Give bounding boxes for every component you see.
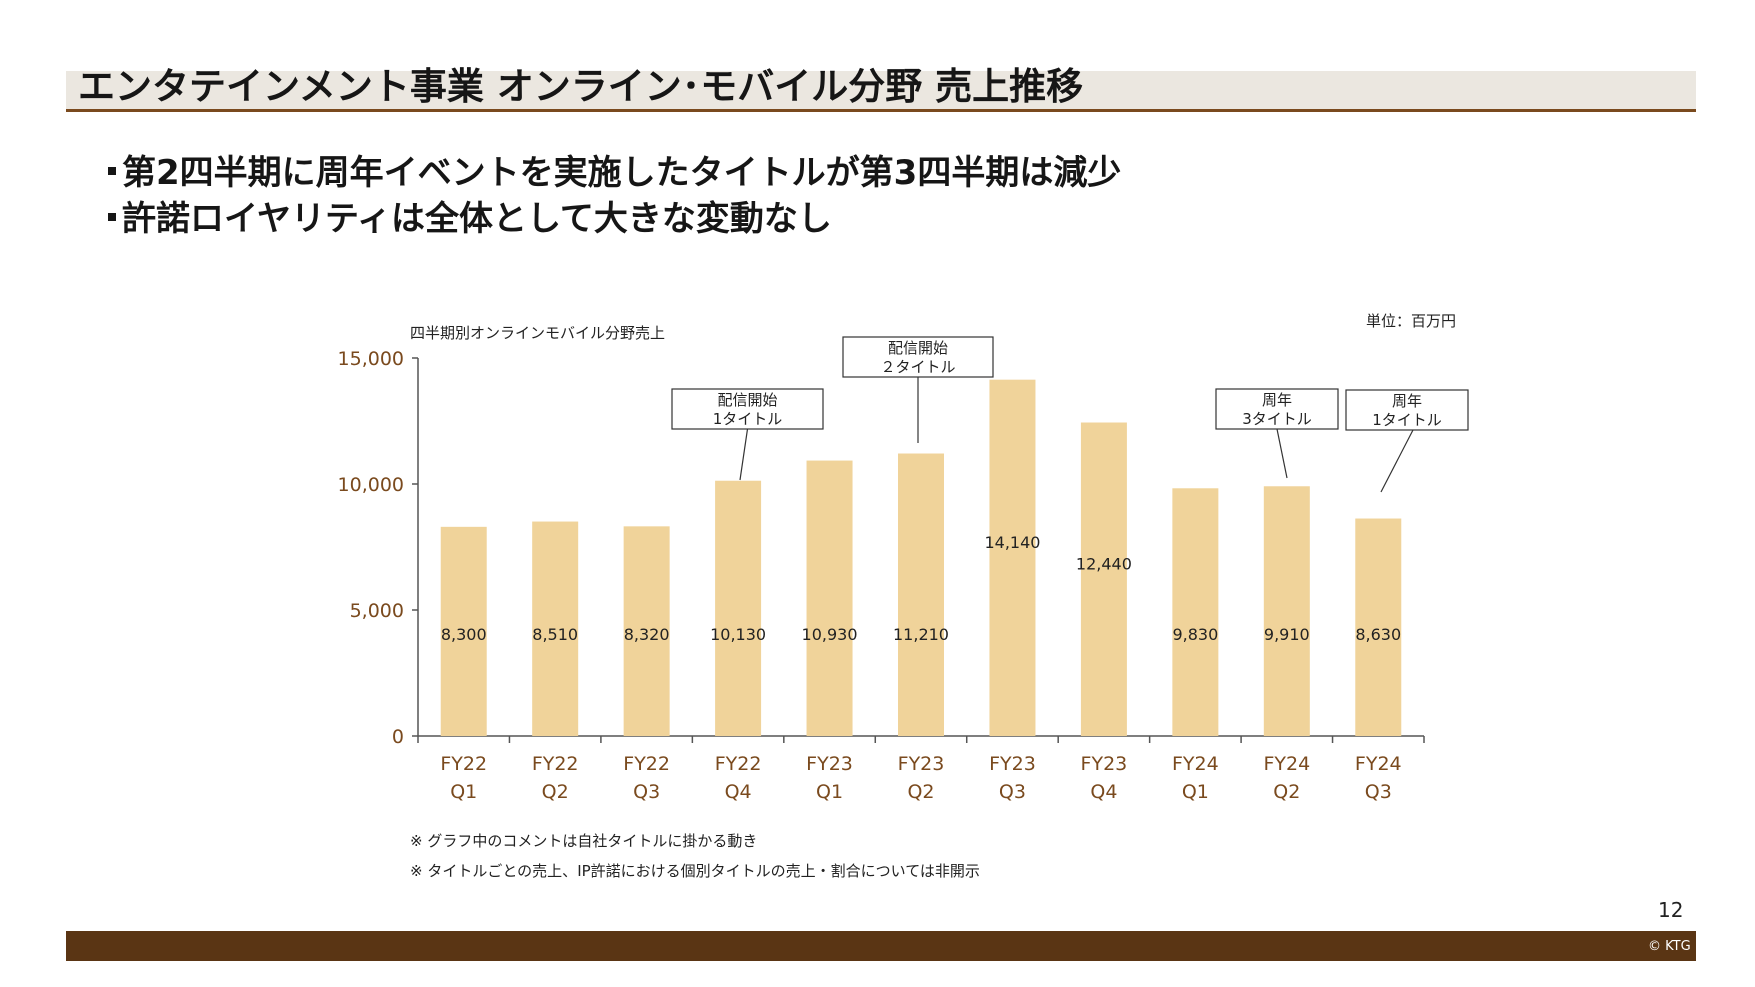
x-tick-label: Q2 [1273, 781, 1300, 803]
x-tick-label: FY23 [1081, 753, 1128, 775]
data-label: 10,130 [710, 625, 766, 644]
data-label: 8,510 [532, 625, 578, 644]
x-tick-label: FY22 [440, 753, 487, 775]
x-tick-label: Q1 [450, 781, 477, 803]
bar [1172, 488, 1219, 736]
page-title: エンタテインメント事業 オンライン･モバイル分野 売上推移 [78, 65, 1084, 108]
data-label: 12,440 [1076, 554, 1132, 573]
bullet-text: 第2四半期に周年イベントを実施したタイトルが第3四半期は減少 [122, 153, 1122, 193]
x-tick-label: FY23 [806, 753, 853, 775]
data-label: 8,630 [1355, 625, 1401, 644]
annotation-text: 配信開始 [888, 339, 948, 357]
x-tick-label: Q2 [907, 781, 934, 803]
x-tick-label: Q4 [1090, 781, 1117, 803]
x-tick-label: Q3 [633, 781, 660, 803]
annotation-text: 1タイトル [713, 410, 783, 428]
bar [715, 480, 762, 736]
bar [989, 379, 1036, 736]
footnote: ※ グラフ中のコメントは自社タイトルに掛かる動き [410, 832, 758, 850]
x-tick-label: FY22 [623, 753, 670, 775]
x-tick-label: Q1 [816, 781, 843, 803]
unit-label: 単位：百万円 [1366, 312, 1456, 330]
y-tick-label: 5,000 [350, 600, 404, 622]
bar [806, 460, 853, 736]
bar [1263, 486, 1310, 736]
x-tick-label: FY24 [1172, 753, 1219, 775]
copyright: © KTG [1648, 939, 1691, 954]
y-tick-label: 15,000 [338, 348, 404, 370]
bullet-text: 許諾ロイヤリティは全体として大きな変動なし [122, 199, 832, 239]
annotation-leader-line [1276, 428, 1288, 479]
chart-title: 四半期別オンラインモバイル分野売上 [410, 324, 665, 342]
bullet-square-icon [108, 212, 116, 221]
annotation-box [671, 388, 824, 430]
data-label: 11,210 [893, 625, 949, 644]
annotation-leader-line [739, 428, 749, 481]
title-band [66, 71, 1696, 109]
x-tick-label: FY24 [1355, 753, 1402, 775]
footer-bar [66, 931, 1696, 961]
bar [623, 526, 670, 736]
data-label: 14,140 [984, 533, 1040, 552]
x-tick-label: Q2 [542, 781, 569, 803]
x-tick-label: FY22 [715, 753, 762, 775]
page-number: 12 [1658, 898, 1684, 922]
annotation-box [1215, 388, 1339, 430]
annotation-text: 1タイトル [1372, 411, 1442, 429]
annotation-box [1345, 389, 1469, 431]
bar [440, 526, 487, 736]
bar [1080, 422, 1127, 736]
x-tick-label: Q4 [725, 781, 752, 803]
bullet-list: 第2四半期に周年イベントを実施したタイトルが第3四半期は減少 許諾ロイヤリティは… [108, 150, 1121, 242]
bar [1355, 518, 1402, 736]
x-tick-label: Q3 [999, 781, 1026, 803]
y-tick-label: 10,000 [338, 474, 404, 496]
bullet-square-icon [108, 166, 116, 175]
bar [898, 453, 944, 736]
annotation-text: 周年 [1262, 391, 1292, 409]
x-tick-label: FY23 [898, 753, 945, 775]
x-tick-label: Q1 [1182, 781, 1209, 803]
footnotes: ※ グラフ中のコメントは自社タイトルに掛かる動き ※ タイトルごとの売上、IP許… [410, 826, 980, 886]
x-tick-label: FY23 [989, 753, 1036, 775]
bullet-item: 第2四半期に周年イベントを実施したタイトルが第3四半期は減少 [108, 150, 1121, 196]
annotation-text: 周年 [1392, 392, 1422, 410]
annotation-text: 3タイトル [1242, 410, 1312, 428]
bullet-item: 許諾ロイヤリティは全体として大きな変動なし [108, 196, 1121, 242]
data-label: 10,930 [802, 625, 858, 644]
bar [532, 521, 579, 736]
data-label: 9,910 [1264, 625, 1310, 644]
data-label: 8,300 [441, 625, 487, 644]
y-tick-label: 0 [392, 726, 404, 748]
x-tick-label: Q3 [1365, 781, 1392, 803]
data-label: 9,830 [1172, 625, 1218, 644]
x-tick-label: FY22 [532, 753, 579, 775]
annotation-leader-line [1380, 429, 1414, 493]
footnote: ※ タイトルごとの売上、IP許諾における個別タイトルの売上・割合については非開示 [410, 862, 980, 880]
title-rule [66, 109, 1696, 112]
data-label: 8,320 [624, 625, 670, 644]
annotation-text: ２タイトル [880, 358, 955, 376]
x-tick-label: FY24 [1263, 753, 1310, 775]
annotation-text: 配信開始 [717, 391, 777, 409]
